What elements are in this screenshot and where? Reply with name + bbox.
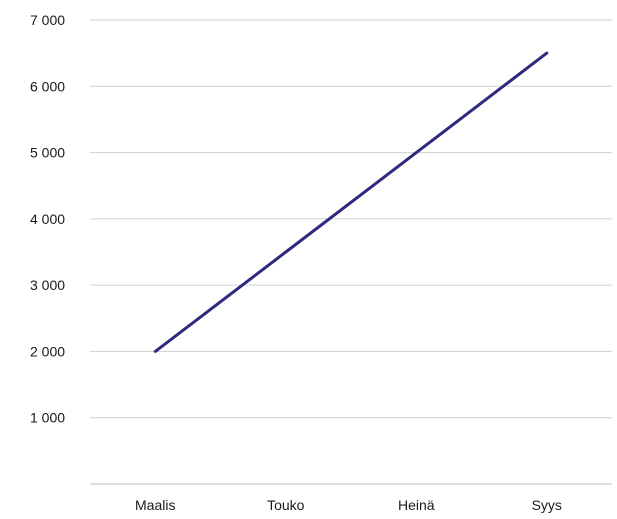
x-tick-label: Syys — [532, 497, 562, 513]
x-axis-tick-labels: Maalis Touko Heinä Syys — [135, 497, 562, 513]
y-tick-label: 3 000 — [30, 277, 65, 293]
y-tick-label: 5 000 — [30, 145, 65, 161]
x-tick-label: Heinä — [398, 497, 435, 513]
series-lines — [153, 51, 549, 353]
y-tick-label: 2 000 — [30, 343, 65, 359]
y-tick-label: 1 000 — [30, 410, 65, 426]
y-tick-label: 4 000 — [30, 211, 65, 227]
y-axis-tick-labels: 1 000 2 000 3 000 4 000 5 000 6 000 7 000 — [30, 12, 65, 426]
series-line-0 — [153, 51, 549, 353]
x-tick-label: Maalis — [135, 497, 175, 513]
x-tick-label: Touko — [267, 497, 305, 513]
gridlines — [90, 19, 612, 419]
y-tick-label: 6 000 — [30, 78, 65, 94]
y-tick-label: 7 000 — [30, 12, 65, 28]
